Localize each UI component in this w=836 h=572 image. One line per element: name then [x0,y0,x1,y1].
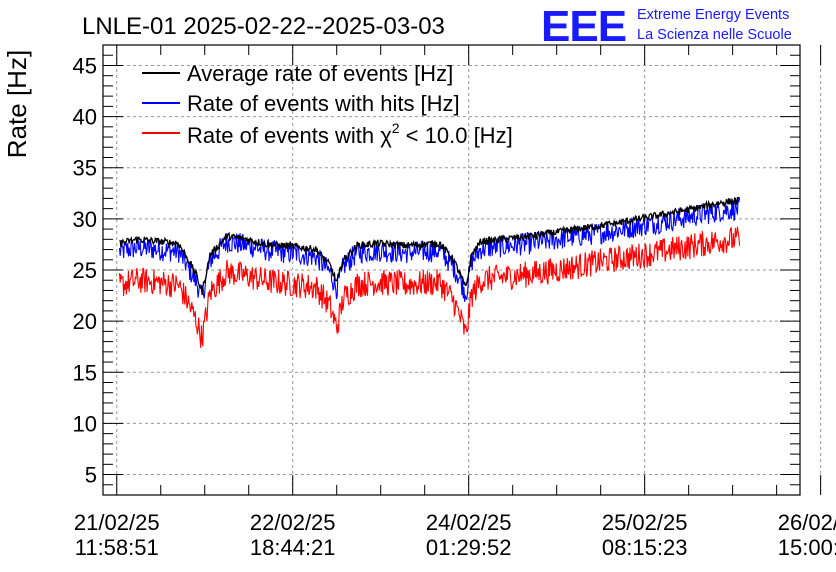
legend-entry-hits: Rate of events with hits [Hz] [142,91,460,116]
logo-subtitle-line2: La Scienza nelle Scuole [637,27,792,43]
grid-lines [103,45,822,495]
x-tick-label-date: 26/02/25 [778,510,836,535]
x-tick-label-time: 08:15:23 [602,535,688,560]
legend-label-chi2: Rate of events with χ2 < 10.0 [Hz] [187,120,513,148]
x-tick-label-date: 22/02/25 [250,510,336,535]
series-line-hits [118,197,741,302]
legend-label-hits: Rate of events with hits [Hz] [187,91,460,116]
x-tick-label-date: 24/02/25 [426,510,512,535]
y-tick-label: 5 [85,463,97,488]
x-tick-label-time: 15:00:54 [778,535,836,560]
y-tick-label: 15 [73,360,97,385]
y-tick-label: 10 [73,411,97,436]
x-tick-label-time: 01:29:52 [426,535,512,560]
y-axis-label: Rate [Hz] [2,50,32,158]
x-tick-label-time: 18:44:21 [250,535,336,560]
eee-logo-text: EEE [541,2,626,51]
legend-chi2-superscript: 2 [392,120,400,136]
y-tick-label: 40 [73,105,97,130]
y-tick-label: 35 [73,156,97,181]
x-tick-label-time: 11:58:51 [75,535,159,560]
y-tick-label: 45 [73,53,97,78]
y-tick-label: 20 [73,309,97,334]
eee-logo: EEE Extreme Energy Events La Scienza nel… [541,2,792,51]
series-line-average [119,196,740,296]
legend-entry-chi2: Rate of events with χ2 < 10.0 [Hz] [142,120,513,148]
series-line-chi2 [118,226,741,349]
x-tick-label-date: 25/02/25 [602,510,688,535]
y-tick-label: 25 [73,258,97,283]
x-tick-label-date: 21/02/25 [74,510,160,535]
logo-subtitle-line1: Extreme Energy Events [637,7,789,23]
chart-title: LNLE-01 2025-02-22--2025-03-03 [82,13,445,40]
series-layer [118,196,741,349]
legend-label-average: Average rate of events [Hz] [187,61,453,86]
legend-chi2-suffix: < 10.0 [Hz] [400,123,513,148]
legend-chi2-prefix: Rate of events with χ [187,123,392,148]
legend-entry-average: Average rate of events [Hz] [142,61,453,86]
y-tick-labels: 5 10 15 20 25 30 35 40 45 [73,53,97,487]
legend: Average rate of events [Hz] Rate of even… [142,61,513,148]
y-tick-label: 30 [73,207,97,232]
axis-ticks [103,44,822,496]
